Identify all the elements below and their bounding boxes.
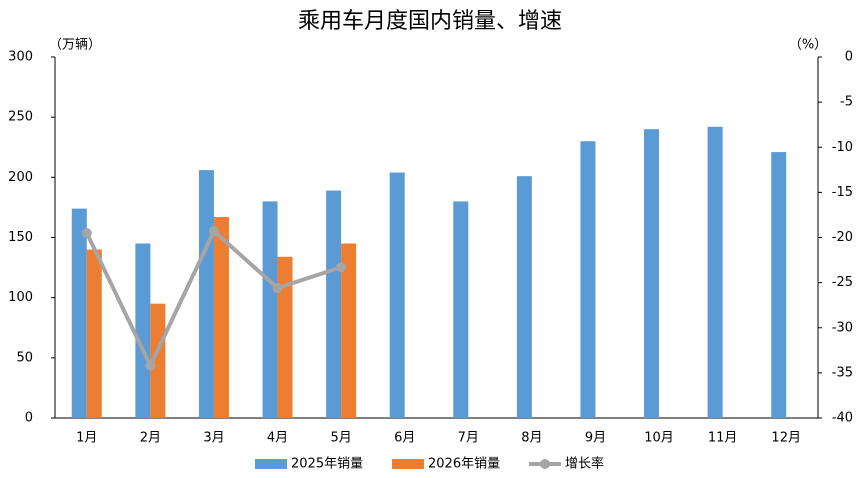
- bar: [326, 190, 342, 418]
- x-tick-label: 1月: [76, 431, 97, 446]
- x-tick-label: 4月: [267, 431, 288, 446]
- bar: [71, 208, 87, 418]
- y-tick-label: 50: [16, 350, 33, 365]
- bar: [135, 243, 151, 418]
- x-tick-label: 10月: [644, 431, 674, 446]
- y-tick-label: 200: [8, 170, 33, 185]
- x-tick-label: 7月: [458, 431, 479, 446]
- bar: [389, 172, 405, 418]
- x-tick-label: 8月: [521, 431, 542, 446]
- legend-label: 2026年销量: [428, 457, 500, 472]
- bar: [707, 126, 723, 418]
- y2-tick-label: -25: [832, 275, 853, 290]
- bar: [341, 243, 357, 418]
- x-tick-label: 3月: [203, 431, 224, 446]
- bar: [453, 201, 469, 418]
- y2-tick-label: -15: [832, 185, 853, 200]
- y2-tick-label: -10: [832, 140, 853, 155]
- y2-tick-label: -20: [832, 230, 853, 245]
- y-tick-label: 100: [8, 290, 33, 305]
- y2-tick-label: -35: [832, 365, 853, 380]
- x-tick-label: 9月: [585, 431, 606, 446]
- line-point: [336, 262, 347, 273]
- y2-tick-label: -40: [832, 411, 853, 426]
- x-tick-label: 5月: [330, 431, 351, 446]
- bar: [771, 152, 787, 418]
- bar: [580, 141, 596, 418]
- x-tick-label: 2月: [140, 431, 161, 446]
- y-tick-label: 0: [25, 411, 33, 426]
- legend-swatch: [255, 459, 287, 469]
- x-tick-label: 12月: [771, 431, 801, 446]
- bar: [262, 201, 278, 418]
- y2-tick-label: 0: [845, 50, 853, 65]
- chart-title: 乘用车月度国内销量、增速: [298, 9, 562, 34]
- y2-axis-label: （%）: [789, 38, 827, 53]
- y-tick-label: 150: [8, 230, 33, 245]
- bar: [277, 256, 293, 418]
- y2-tick-label: -30: [832, 320, 853, 335]
- line-point: [208, 226, 219, 237]
- line-point: [81, 227, 92, 238]
- legend-swatch: [392, 459, 424, 469]
- legend-swatch: [540, 459, 550, 469]
- bar: [150, 303, 166, 418]
- y-tick-label: 250: [8, 110, 33, 125]
- bar: [198, 170, 214, 418]
- bar: [516, 176, 532, 418]
- legend-label: 增长率: [565, 456, 604, 472]
- bar: [213, 217, 229, 418]
- legend-label: 2025年销量: [291, 457, 363, 472]
- line-point: [272, 283, 283, 294]
- y-tick-label: 300: [8, 50, 33, 65]
- x-tick-label: 11月: [708, 431, 738, 446]
- x-tick-label: 6月: [394, 431, 415, 446]
- y-axis-label: （万辆）: [49, 38, 101, 53]
- bar: [644, 129, 660, 418]
- y2-tick-label: -5: [840, 95, 853, 110]
- bar: [86, 249, 102, 418]
- line-point: [145, 360, 156, 371]
